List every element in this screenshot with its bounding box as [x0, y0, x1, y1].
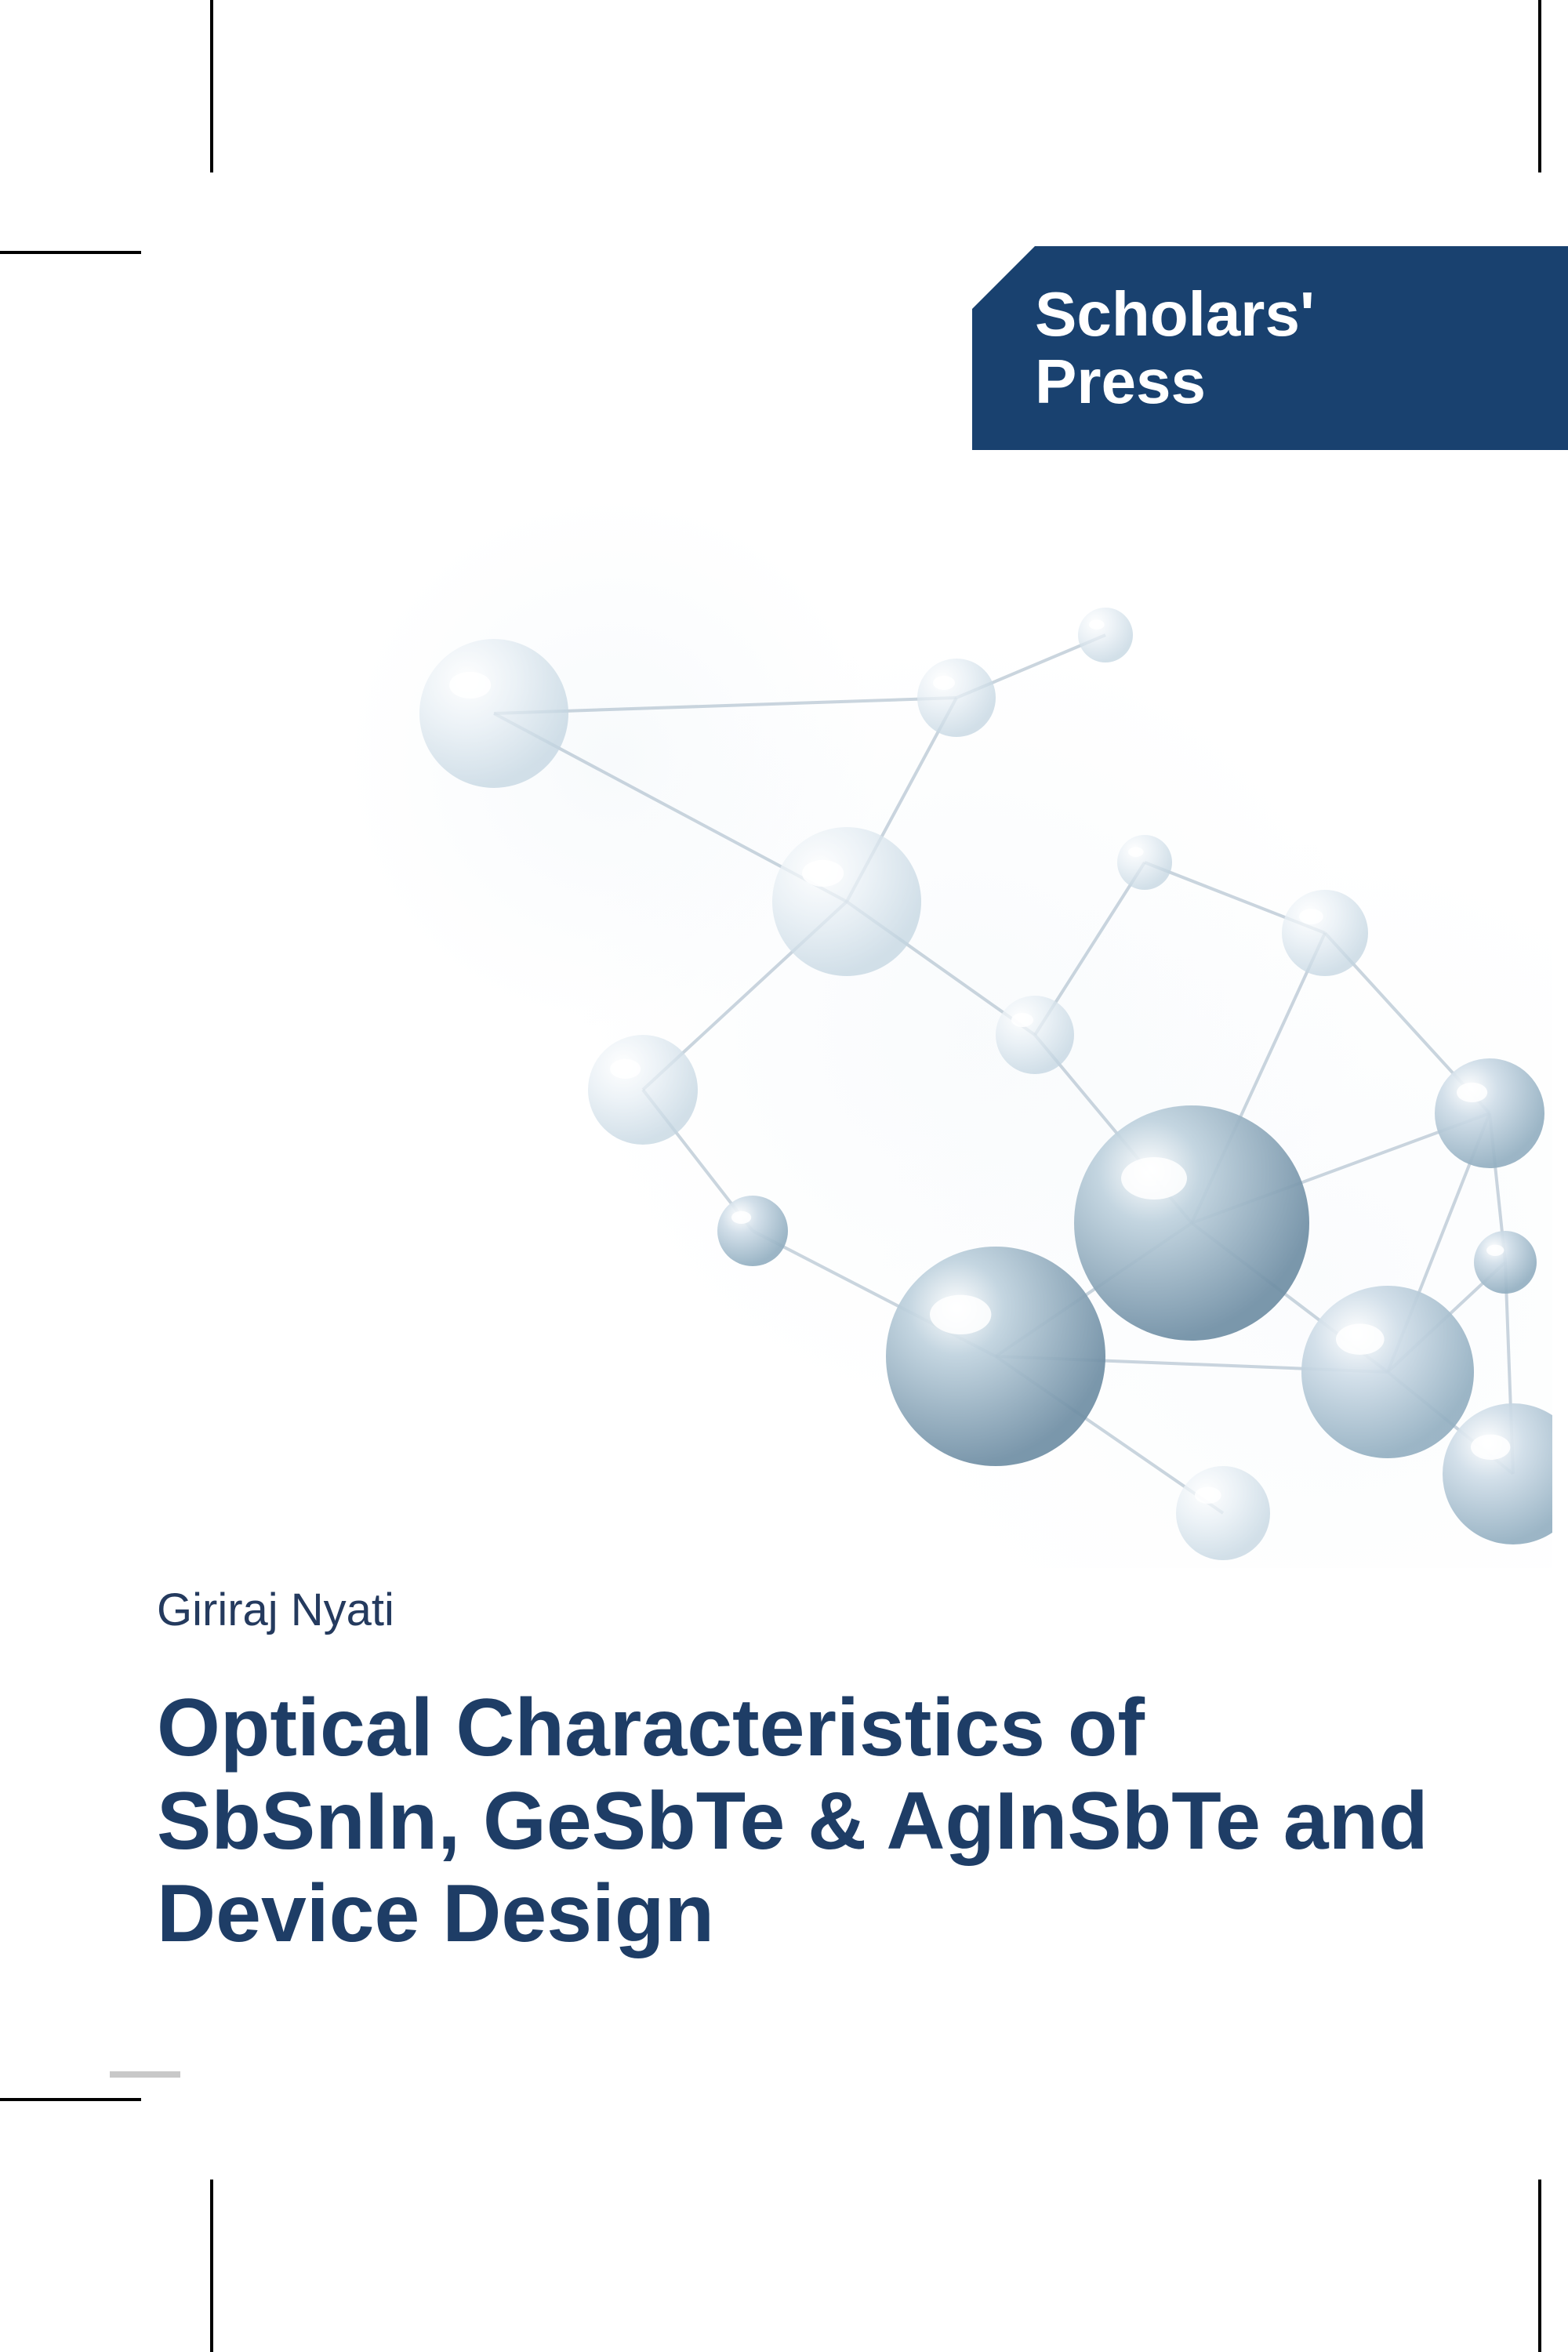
publisher-name: Scholars' Press	[1035, 281, 1315, 416]
crop-mark	[210, 0, 213, 172]
crop-mark	[1538, 0, 1541, 172]
book-title: Optical Characteristics of SbSnIn, GeSbT…	[157, 1682, 1443, 1961]
author-name: Giriraj Nyati	[157, 1584, 1443, 1636]
cover-text-block: Giriraj Nyati Optical Characteristics of…	[157, 1568, 1443, 1961]
publisher-badge: Scholars' Press	[972, 246, 1568, 450]
crop-mark	[210, 2180, 213, 2352]
publisher-line2: Press	[1035, 347, 1206, 416]
crop-mark	[1538, 2180, 1541, 2352]
publisher-line1: Scholars'	[1035, 279, 1315, 349]
molecular-art	[204, 431, 1552, 1568]
crop-mark	[0, 251, 141, 254]
crop-mark	[110, 2071, 180, 2078]
crop-mark	[0, 2098, 141, 2101]
